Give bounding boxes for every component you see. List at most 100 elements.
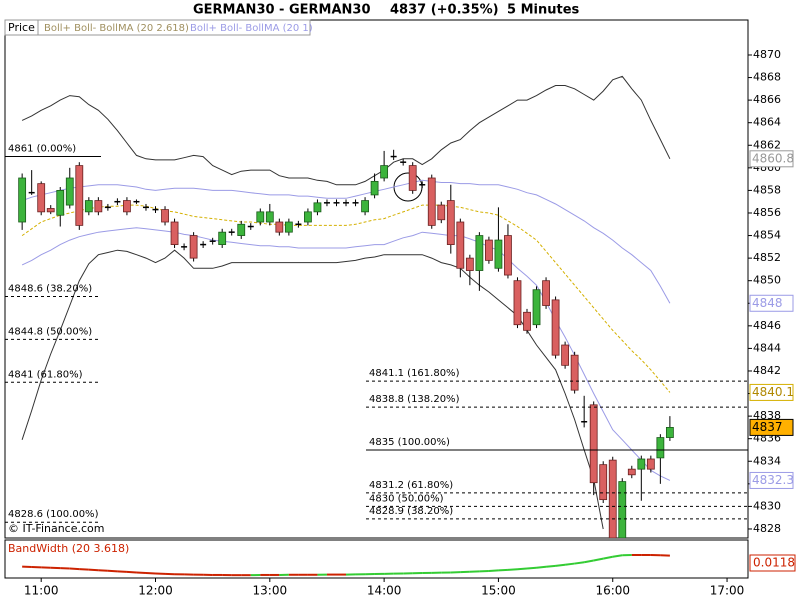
last-value-label: 4860.8 <box>752 151 794 165</box>
candle-body <box>361 200 369 213</box>
bandwidth-segment <box>574 561 585 565</box>
candle-body <box>56 190 65 216</box>
y-tick-label: 4842 <box>753 364 781 377</box>
y-tick-label: 4858 <box>753 183 781 196</box>
bandwidth-segment <box>583 559 594 564</box>
plot-area <box>18 75 674 538</box>
fib-label: 4830 (50.00%) <box>369 493 444 504</box>
band-lower <box>21 227 671 481</box>
candle-body <box>608 459 617 538</box>
x-tick-label: 14:00 <box>367 584 402 598</box>
candle-body <box>456 221 465 269</box>
bandwidth-segment <box>536 565 547 569</box>
candle-body <box>218 231 227 245</box>
last-value-box <box>749 418 794 436</box>
bandwidth-segment <box>545 564 556 568</box>
y-tick-label: 4852 <box>753 251 781 264</box>
fib-label: 4828.6 (100.00%) <box>8 509 99 520</box>
candle-body <box>665 427 674 438</box>
band-lower <box>21 249 604 530</box>
fib-label: 4848.6 (38.20%) <box>8 283 92 294</box>
last-value-box <box>749 294 794 312</box>
bandwidth-segment <box>98 569 108 572</box>
candle-body <box>494 239 503 269</box>
last-value-box <box>749 471 794 489</box>
legend-entry: Boll+ Boll- BollMA (20 1) <box>190 23 313 34</box>
y-tick-label: 4838 <box>753 409 781 422</box>
candle-body <box>504 235 512 276</box>
last-value-label: 4840.1 <box>752 385 794 399</box>
candle-body <box>284 221 293 233</box>
candle-body <box>561 344 570 366</box>
candle-body <box>304 211 312 223</box>
candle-body <box>37 183 46 213</box>
candle-body <box>427 177 436 226</box>
last-value-box <box>749 150 794 168</box>
legend-entry: Boll+ Boll- BollMA (20 2.618) <box>44 23 189 34</box>
y-tick-label: 4864 <box>753 116 781 129</box>
candle-body <box>84 200 93 213</box>
bandwidth-segment <box>564 562 575 566</box>
price-panel <box>4 19 749 539</box>
watermark: © IT-Finance.com <box>8 522 105 535</box>
candle-body <box>618 481 627 538</box>
bandwidth-segment <box>612 554 623 558</box>
candle-body <box>485 239 493 261</box>
bandwidth-segment <box>555 563 566 567</box>
candle-body <box>446 200 455 245</box>
candle-body <box>513 280 522 326</box>
last-value-label: 4837 <box>752 420 783 434</box>
candle-body <box>65 177 74 206</box>
bandwidth-segment <box>117 570 127 573</box>
y-tick-label: 4866 <box>753 93 781 106</box>
fib-label: 4831.2 (61.80%) <box>369 480 453 491</box>
last-value-box <box>749 383 794 401</box>
y-tick-label: 4854 <box>753 229 781 242</box>
candle-body <box>437 204 446 221</box>
candle-body <box>589 404 598 484</box>
x-tick-label: 16:00 <box>595 584 630 598</box>
y-tick-label: 4844 <box>753 341 781 354</box>
bandwidth-segment <box>88 568 99 572</box>
legend-price: Price <box>8 21 35 34</box>
candle-body <box>123 200 131 213</box>
bandwidth-label: BandWidth (20 3.618) <box>8 542 129 555</box>
candle-body <box>475 235 484 271</box>
fib-label: 4838.8 (138.20%) <box>369 394 460 405</box>
y-tick-label: 4846 <box>753 319 781 332</box>
candle-body <box>542 280 550 306</box>
candle-body <box>313 202 322 213</box>
fib-label: 4841 (61.80%) <box>8 369 83 380</box>
candle-body <box>370 180 379 196</box>
candle-body <box>646 458 655 470</box>
bandwidth-segment <box>498 568 509 572</box>
candle-body <box>189 235 198 259</box>
x-tick-label: 12:00 <box>138 584 173 598</box>
y-tick-label: 4870 <box>753 48 781 61</box>
candle-body <box>551 299 560 356</box>
candle-body <box>256 211 265 223</box>
y-tick-label: 4850 <box>753 274 781 287</box>
bandwidth-value-label: 0.0118 <box>753 556 795 570</box>
band-upper <box>21 179 671 304</box>
x-tick-label: 17:00 <box>710 584 745 598</box>
candle-body <box>408 165 417 191</box>
candle-body <box>465 257 474 271</box>
fib-label: 4844.8 (50.00%) <box>8 326 92 337</box>
fib-label: 4861 (0.00%) <box>8 144 76 155</box>
band-upper <box>21 75 671 186</box>
candle-body <box>570 354 579 391</box>
candle-body <box>380 165 389 179</box>
interval: 5 Minutes <box>507 3 580 18</box>
candle-body <box>237 223 246 236</box>
candle-body <box>46 208 55 213</box>
candle-body <box>265 211 274 223</box>
legend-bar <box>4 19 311 36</box>
y-tick-label: 4828 <box>753 522 781 535</box>
bandwidth-segment <box>136 571 147 575</box>
candle-body <box>627 468 636 476</box>
x-tick-label: 11:00 <box>24 584 59 598</box>
fib-label: 4841.1 (161.80%) <box>369 368 460 379</box>
candle-body <box>170 221 179 245</box>
